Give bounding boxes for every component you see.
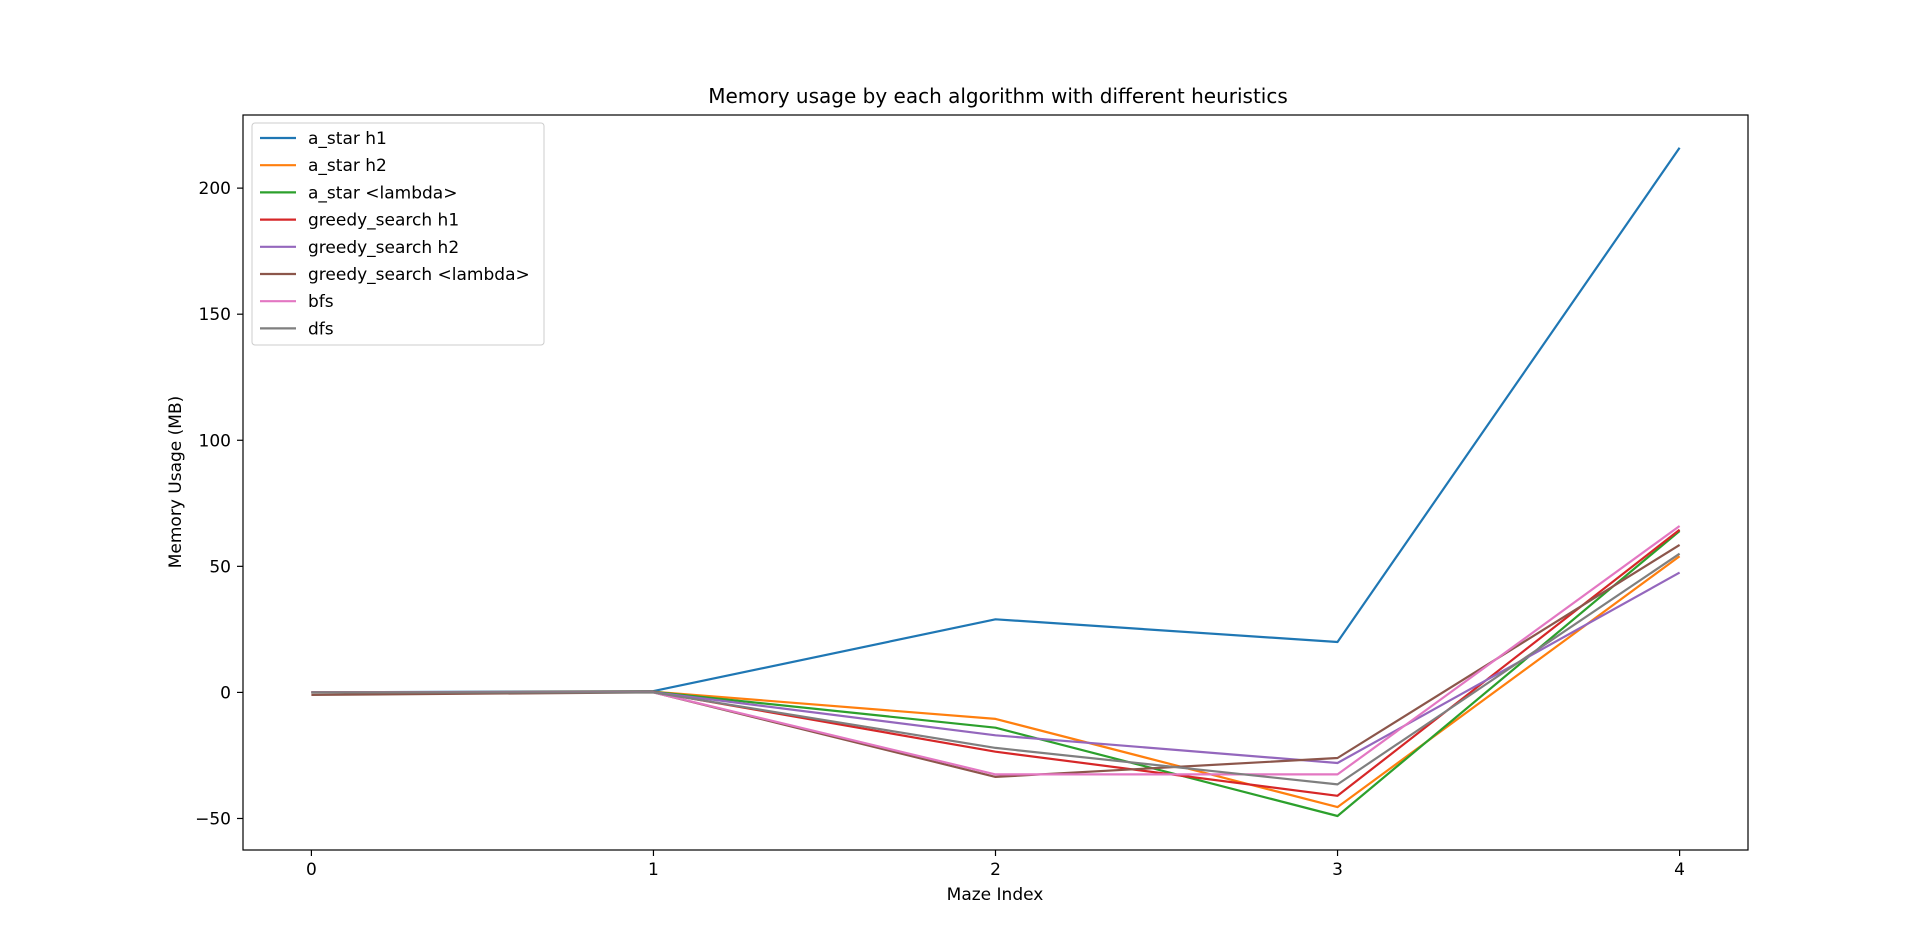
legend-label-0: a_star h1: [308, 129, 387, 149]
x-tick-label: 3: [1332, 860, 1343, 880]
series-lines: [311, 147, 1681, 818]
legend-box: [251, 122, 545, 346]
x-tick-label: 1: [648, 860, 659, 880]
y-tick-label: 50: [209, 557, 231, 577]
legend-label-7: dfs: [308, 319, 334, 339]
legend-label-5: greedy_search <lambda>: [308, 265, 530, 285]
y-axis-label: Memory Usage (MB): [166, 396, 186, 569]
y-tick-label: 200: [199, 179, 231, 199]
x-tick-label: 4: [1674, 860, 1685, 880]
chart-title: Memory usage by each algorithm with diff…: [708, 84, 1288, 108]
y-tick-label: 150: [199, 305, 231, 325]
x-axis-ticks: 0 1 2 3 4: [306, 850, 1685, 880]
x-tick-label: 0: [306, 860, 317, 880]
legend-label-1: a_star h2: [308, 156, 387, 176]
x-axis-label: Maze Index: [947, 885, 1044, 905]
legend: a_star h1 a_star h2 a_star <lambda> greedy_…: [251, 122, 545, 346]
legend-label-2: a_star <lambda>: [308, 183, 457, 203]
y-axis-ticks: −50 0 50 100 150 200: [195, 179, 243, 829]
x-tick-label: 2: [990, 860, 1001, 880]
y-tick-label: 100: [199, 431, 231, 451]
legend-label-6: bfs: [308, 292, 334, 312]
y-tick-label: −50: [195, 809, 231, 829]
legend-label-4: greedy_search h2: [308, 238, 459, 258]
legend-label-3: greedy_search h1: [308, 211, 459, 231]
series-line-7: [311, 552, 1681, 786]
y-tick-label: 0: [220, 683, 231, 703]
